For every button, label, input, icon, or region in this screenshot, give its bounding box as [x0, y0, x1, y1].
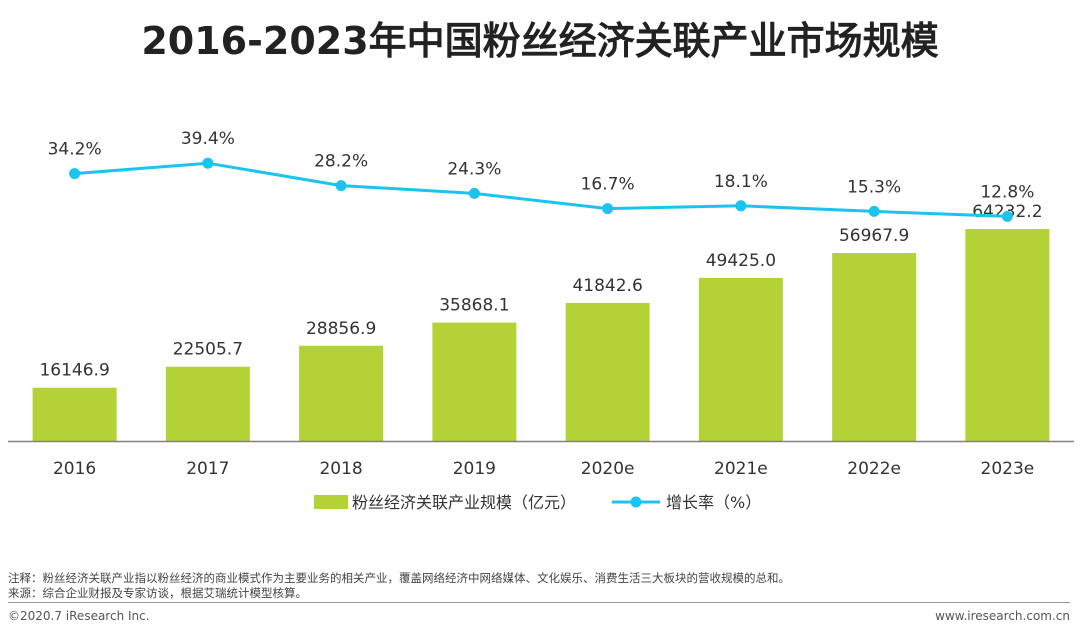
growth-rate-line: [74, 161, 1008, 218]
bar-2021e: [698, 277, 783, 441]
bar-value-label: 16146.9: [39, 361, 109, 381]
x-tick-label: 2022e: [847, 459, 901, 479]
bar-2022e: [832, 253, 917, 441]
legend-line-label: 增长率（%）: [666, 493, 761, 512]
bar-value-label: 35868.1: [439, 296, 509, 316]
legend: 粉丝经济关联产业规模（亿元） 增长率（%）: [314, 493, 761, 512]
website-link[interactable]: www.iresearch.com.cn: [935, 609, 1070, 623]
growth-rate-label: 18.1%: [714, 172, 768, 192]
bar-value-label: 28856.9: [306, 319, 376, 339]
legend-bar-swatch: [314, 495, 348, 509]
growth-rate-label: 12.8%: [980, 182, 1034, 202]
growth-rate-point-2018: [335, 180, 347, 192]
growth-rate-label: 15.3%: [847, 177, 901, 197]
bar-value-label: 56967.9: [839, 226, 909, 246]
bar-2020e: [565, 302, 650, 441]
growth-rate-point-2021e: [735, 200, 747, 212]
footnote: 注释：粉丝经济关联产业指以粉丝经济的商业模式作为主要业务的相关产业，覆盖网络经济…: [8, 571, 790, 585]
x-tick-label: 2017: [186, 459, 229, 479]
chart-canvas: 16146.9 22505.7 28856.9 35868.1 41842.6 49425…: [8, 129, 1074, 512]
x-tick-label: 2018: [319, 459, 362, 479]
x-tick-label: 2023e: [981, 459, 1035, 479]
bar-2019: [432, 322, 517, 441]
growth-rate-label: 34.2%: [48, 140, 102, 160]
growth-rate-point-2020e: [602, 203, 614, 215]
growth-rate-label: 39.4%: [181, 129, 235, 149]
bar-2017: [165, 366, 250, 441]
legend-line-marker: [630, 496, 642, 508]
bar-value-label: 22505.7: [173, 340, 243, 360]
growth-rate-point-2023e: [1001, 210, 1013, 222]
bar-value-label: 41842.6: [572, 276, 642, 296]
growth-rate-point-2022e: [868, 205, 880, 217]
legend-bar-label: 粉丝经济关联产业规模（亿元）: [352, 493, 576, 512]
x-tick-label: 2020e: [581, 459, 635, 479]
bar-value-label: 49425.0: [706, 251, 776, 271]
growth-rate-point-2016: [69, 168, 81, 180]
copyright: ©2020.7 iResearch Inc.: [8, 609, 150, 623]
growth-rate-point-2019: [468, 187, 480, 199]
growth-rate-label: 24.3%: [447, 159, 501, 179]
x-tick-label: 2021e: [714, 459, 768, 479]
x-tick-label: 2016: [53, 459, 96, 479]
growth-rate-point-2017: [202, 157, 214, 169]
growth-rate-label: 28.2%: [314, 152, 368, 172]
source-note: 来源：综合企业财报及专家访谈，根据艾瑞统计模型核算。: [8, 586, 307, 600]
chart-title: 2016-2023年中国粉丝经济关联产业市场规模: [141, 19, 939, 63]
x-tick-label: 2019: [453, 459, 496, 479]
bar-2023e: [965, 229, 1050, 441]
growth-rate-label: 16.7%: [581, 175, 635, 195]
footer-divider: [8, 602, 1070, 603]
bar-2016: [32, 387, 117, 441]
bar-2018: [299, 345, 384, 441]
